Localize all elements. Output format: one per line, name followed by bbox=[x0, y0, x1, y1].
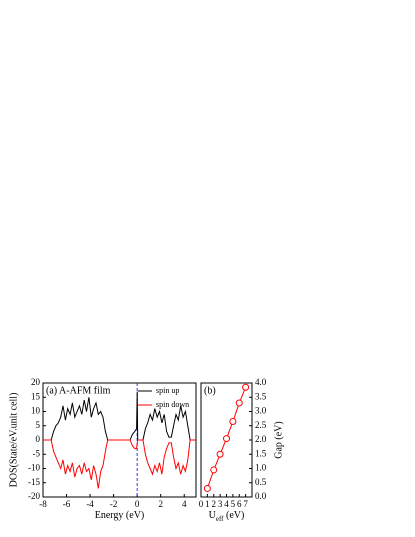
x-tick-label: 2 bbox=[212, 499, 217, 509]
marker bbox=[223, 435, 230, 443]
y-axis-label: DOS(State/eV.unit cell) bbox=[8, 393, 19, 488]
x-tick-label: 4 bbox=[224, 499, 229, 509]
y2-tick-label: 4.0 bbox=[255, 377, 267, 387]
y-tick-label: 15 bbox=[31, 391, 41, 401]
y-tick-label: -10 bbox=[28, 463, 40, 473]
x-tick-label: -8 bbox=[39, 499, 47, 509]
series-line bbox=[43, 391, 196, 441]
legend-label: spin up bbox=[156, 386, 179, 395]
y2-tick-label: 0.5 bbox=[255, 477, 267, 487]
marker bbox=[210, 466, 218, 474]
marker bbox=[203, 484, 211, 492]
y2-tick-label: 2.5 bbox=[255, 420, 267, 430]
annotation: (b) bbox=[204, 385, 216, 396]
x-tick-label: 0 bbox=[135, 499, 140, 509]
x-label-unit: (eV) bbox=[224, 510, 245, 521]
y2-tick-label: 1.0 bbox=[255, 463, 267, 473]
marker bbox=[229, 417, 237, 425]
annotation: (a) A-AFM film bbox=[46, 385, 111, 396]
y2-tick-label: 3.0 bbox=[255, 406, 267, 416]
x-tick-label: 0 bbox=[199, 499, 204, 509]
y2-tick-label: 1.5 bbox=[255, 448, 267, 458]
x-label-main: U bbox=[209, 510, 217, 521]
x-tick-label: 3 bbox=[218, 499, 223, 509]
x-tick-label: -2 bbox=[110, 499, 118, 509]
x-axis-label: Ueff (eV) bbox=[209, 510, 245, 522]
series-line bbox=[43, 439, 196, 489]
x-tick-label: 7 bbox=[243, 499, 248, 509]
y2-tick-label: 2.0 bbox=[255, 434, 267, 444]
marker bbox=[235, 399, 243, 407]
y-tick-label: 5 bbox=[36, 420, 41, 430]
y-tick-label: -20 bbox=[28, 491, 40, 501]
y-tick-label: -15 bbox=[28, 477, 40, 487]
x-tick-label: 5 bbox=[231, 499, 236, 509]
y-tick-label: 10 bbox=[31, 406, 41, 416]
x-label-main: Energy (eV) bbox=[95, 510, 145, 521]
y2-tick-label: 0.0 bbox=[255, 491, 267, 501]
x-tick-label: 2 bbox=[158, 499, 163, 509]
x-tick-label: -4 bbox=[86, 499, 94, 509]
y-tick-label: 0 bbox=[36, 434, 41, 444]
legend-label: spin down bbox=[156, 400, 189, 409]
y-tick-label: 20 bbox=[31, 377, 41, 387]
y2-axis-label: Gap (eV) bbox=[273, 421, 284, 458]
x-label-sub: eff bbox=[216, 515, 224, 523]
marker bbox=[242, 383, 250, 391]
marker bbox=[216, 450, 224, 458]
x-tick-label: 6 bbox=[237, 499, 242, 509]
x-axis-label: Energy (eV) bbox=[95, 510, 145, 521]
x-tick-label: 4 bbox=[182, 499, 187, 509]
y-tick-label: -5 bbox=[33, 448, 41, 458]
y2-tick-label: 3.5 bbox=[255, 391, 267, 401]
x-tick-label: -6 bbox=[63, 499, 71, 509]
x-tick-label: 1 bbox=[205, 499, 210, 509]
